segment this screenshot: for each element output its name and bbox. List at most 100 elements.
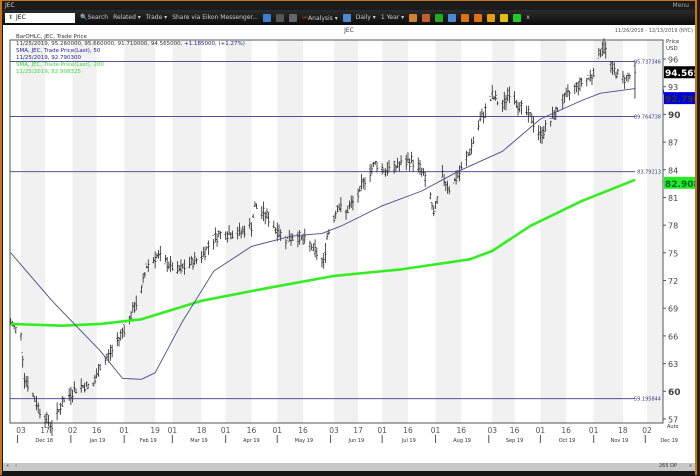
price-bar bbox=[478, 111, 482, 122]
zoom-icon[interactable] bbox=[461, 13, 470, 22]
price-bar bbox=[589, 69, 592, 82]
price-bar bbox=[289, 233, 293, 246]
price-bar bbox=[356, 188, 360, 203]
month-label: Nov 19 bbox=[611, 438, 629, 444]
price-bar bbox=[24, 375, 28, 387]
toolbar: ⬆ JEC 🔍Search Related ▾ Trade ▾ Share via… bbox=[2, 10, 695, 25]
price-bar bbox=[193, 251, 196, 266]
grid-band bbox=[647, 40, 663, 423]
price-bar bbox=[446, 180, 449, 194]
price-bar bbox=[276, 222, 279, 242]
price-bar bbox=[515, 99, 518, 108]
price-bar bbox=[513, 91, 516, 105]
price-bar bbox=[238, 222, 241, 236]
price-tick-label: 81 bbox=[668, 194, 678, 203]
price-bar bbox=[43, 413, 47, 429]
layout-icon[interactable] bbox=[448, 13, 457, 22]
legend-sma200: SMA, JEC, Trade Price(Last), 200 bbox=[16, 62, 104, 68]
price-bar bbox=[518, 102, 521, 113]
price-tick-label: 75 bbox=[668, 249, 678, 258]
analysis-icon: 〰 bbox=[302, 15, 309, 22]
price-bar bbox=[153, 251, 157, 269]
auto-scale-button[interactable]: Auto bbox=[667, 424, 679, 430]
date-range: 11/26/2018 - 12/13/2019 (NYC) bbox=[614, 28, 693, 34]
price-axis-title: USD bbox=[666, 46, 678, 52]
price-bar bbox=[109, 344, 112, 361]
interval-select[interactable]: Daily ▾ bbox=[355, 14, 376, 21]
price-tick-label: 78 bbox=[668, 222, 678, 231]
price-bar bbox=[205, 246, 208, 251]
chart-area[interactable]: 95.737346 89.764738 83.79213 59.195844 Price… bbox=[3, 25, 695, 463]
redo-icon[interactable] bbox=[276, 13, 285, 22]
price-bar bbox=[61, 395, 64, 407]
date-tick-label: 01 bbox=[377, 426, 387, 435]
data-point-count: 265 DP bbox=[659, 463, 677, 469]
price-bar bbox=[432, 205, 435, 217]
analysis-menu[interactable]: 〰Analysis ▾ bbox=[302, 13, 338, 22]
expand-icon[interactable] bbox=[487, 13, 496, 22]
price-bar bbox=[575, 82, 578, 93]
price-bar bbox=[191, 257, 195, 270]
chart-type-icon[interactable] bbox=[342, 13, 351, 22]
hourglass-icon[interactable] bbox=[500, 13, 509, 22]
price-bar bbox=[312, 243, 315, 252]
price-bar bbox=[554, 106, 558, 120]
grid-band bbox=[277, 40, 304, 423]
price-bar bbox=[327, 229, 331, 235]
date-tick-label: 17 bbox=[40, 426, 50, 435]
price-bar bbox=[212, 234, 215, 250]
price-bar bbox=[405, 154, 408, 171]
search-button[interactable]: 🔍Search bbox=[80, 14, 108, 21]
chart-style-icon[interactable] bbox=[409, 13, 418, 22]
price-chart[interactable]: 95.737346 89.764738 83.79213 59.195844 Price… bbox=[3, 25, 695, 463]
crosshair-icon[interactable] bbox=[435, 13, 444, 22]
price-bar bbox=[344, 209, 348, 220]
scroll-first-icon[interactable]: « bbox=[6, 463, 10, 469]
price-bar bbox=[73, 381, 76, 393]
folder-icon[interactable] bbox=[289, 13, 298, 22]
price-bar bbox=[308, 240, 312, 252]
date-tick-label: 18 bbox=[197, 426, 207, 435]
price-bar bbox=[480, 108, 484, 118]
date-tick-label: 01 bbox=[431, 426, 441, 435]
price-bar bbox=[55, 402, 59, 421]
sma50-price-tag: 92.7903 bbox=[665, 95, 695, 105]
price-bar bbox=[145, 263, 148, 269]
price-bar bbox=[506, 87, 509, 102]
price-bar bbox=[303, 228, 306, 245]
price-bar bbox=[384, 168, 387, 177]
ric-input[interactable]: ⬆ JEC bbox=[5, 12, 75, 23]
price-bar bbox=[399, 155, 403, 166]
price-bar bbox=[296, 231, 300, 248]
legend-sma200-value: 11/25/2019, 82.908325 bbox=[16, 69, 81, 75]
price-bar bbox=[226, 231, 229, 243]
price-bar bbox=[552, 110, 556, 120]
price-bar bbox=[396, 157, 399, 169]
select-icon[interactable] bbox=[513, 13, 522, 22]
undo-icon[interactable] bbox=[263, 13, 272, 22]
price-bar bbox=[23, 372, 26, 389]
price-bar bbox=[346, 205, 349, 214]
fit-icon[interactable] bbox=[474, 13, 483, 22]
price-bar bbox=[57, 409, 61, 413]
draw-icon[interactable] bbox=[422, 13, 431, 22]
range-select[interactable]: 1 Year ▾ bbox=[380, 14, 405, 21]
close-button[interactable]: x bbox=[526, 14, 530, 21]
trade-menu[interactable]: Trade ▾ bbox=[145, 14, 168, 21]
price-bar bbox=[613, 62, 616, 75]
scroll-left-icon[interactable]: ‹ bbox=[15, 463, 17, 469]
price-bar bbox=[215, 233, 219, 247]
price-bar bbox=[601, 41, 604, 57]
menu-button[interactable]: Menu bbox=[672, 2, 689, 9]
related-menu[interactable]: Related ▾ bbox=[113, 14, 141, 21]
price-bar bbox=[178, 264, 181, 272]
time-scrollbar[interactable]: « ‹ 265 DP » bbox=[3, 463, 695, 471]
price-bar bbox=[578, 77, 582, 92]
price-bar bbox=[320, 257, 324, 268]
price-bar bbox=[503, 91, 506, 110]
last-price-tag-bg bbox=[664, 66, 695, 79]
share-button[interactable]: Share via Eikon Messenger... bbox=[172, 14, 259, 21]
scroll-last-icon[interactable]: » bbox=[688, 463, 692, 469]
price-bar bbox=[140, 285, 143, 294]
sma200-line bbox=[10, 178, 636, 327]
